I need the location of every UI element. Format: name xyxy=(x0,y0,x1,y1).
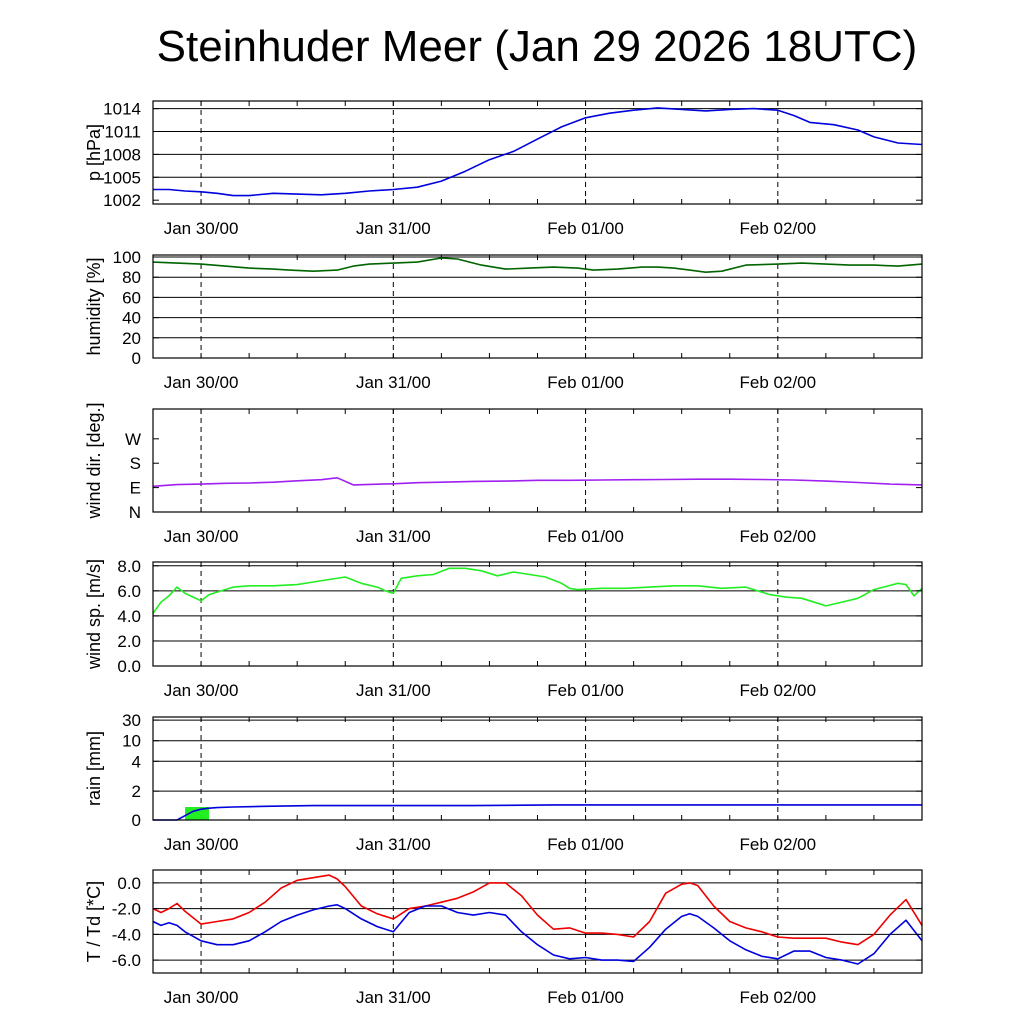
x-tick-label: Feb 01/00 xyxy=(547,835,624,854)
y-tick-label: 1005 xyxy=(103,168,141,187)
x-tick-label: Jan 30/00 xyxy=(164,219,239,238)
panel-wind_speed: 0.0 2.0 4.0 6.0 8.0 Jan 30/00 Jan 31/00 Feb 01/… xyxy=(84,557,923,700)
y-axis-label: wind sp. [m/s] xyxy=(84,559,104,670)
plot-frame xyxy=(152,869,923,974)
y-tick-label: 0 xyxy=(132,349,141,368)
x-tick-label: Feb 02/00 xyxy=(740,835,817,854)
y-tick-label: 0.0 xyxy=(117,657,141,676)
x-tick-label: Jan 30/00 xyxy=(164,835,239,854)
series-line-wind-speed xyxy=(152,567,923,614)
x-tick-label: Feb 02/00 xyxy=(740,219,817,238)
y-tick-label: 4.0 xyxy=(117,607,141,626)
y-axis-label: wind dir. [deg.] xyxy=(84,402,104,519)
plot-frame xyxy=(152,254,923,359)
y-tick-label: 40 xyxy=(122,309,141,328)
x-tick-label: Feb 01/00 xyxy=(547,373,624,392)
y-tick-label: -2.0 xyxy=(112,900,141,919)
x-tick-label: Feb 01/00 xyxy=(547,527,624,546)
series-line-accumulated-precipitation xyxy=(153,804,922,821)
x-tick-label: Jan 31/00 xyxy=(356,988,431,1007)
rain-bar xyxy=(193,807,202,820)
series-line-humidity xyxy=(152,257,923,273)
y-tick-label: 2 xyxy=(132,782,141,801)
series-line-p xyxy=(153,107,923,197)
y-tick-label: 10 xyxy=(122,732,141,751)
x-tick-label: Jan 30/00 xyxy=(164,373,239,392)
x-tick-label: Feb 02/00 xyxy=(740,373,817,392)
y-tick-label: 0.0 xyxy=(117,874,141,893)
panel-temperature: -6.0 -4.0 -2.0 0.0 Jan 30/00 Jan 31/00 Feb 01/… xyxy=(84,869,923,1007)
y-tick-label: 20 xyxy=(122,329,141,348)
y-axis-label: rain [mm] xyxy=(84,731,104,806)
x-tick-label: Jan 31/00 xyxy=(356,835,431,854)
y-tick-label: N xyxy=(129,503,141,522)
y-tick-label: 1008 xyxy=(103,145,141,164)
y-tick-label: 1011 xyxy=(104,123,141,142)
x-tick-label: Feb 02/00 xyxy=(740,527,817,546)
plot-frame xyxy=(152,561,923,667)
y-tick-label: 80 xyxy=(122,268,141,287)
y-tick-label: -4.0 xyxy=(112,925,141,944)
y-tick-label: 2.0 xyxy=(117,632,141,651)
y-tick-label: S xyxy=(130,454,141,473)
y-tick-label: -6.0 xyxy=(112,951,141,970)
x-tick-label: Feb 01/00 xyxy=(547,988,624,1007)
x-tick-label: Jan 30/00 xyxy=(164,681,239,700)
panel-pressure: 1002 1005 1008 1011 1014 Jan 30/00 Jan 31/00 Fe… xyxy=(84,100,923,238)
plot-frame xyxy=(152,716,923,821)
y-tick-label: 0 xyxy=(132,811,141,830)
x-tick-label: Feb 01/00 xyxy=(547,681,624,700)
y-tick-label: 100 xyxy=(113,248,141,267)
y-tick-label: 8.0 xyxy=(117,557,141,576)
y-tick-label: 6.0 xyxy=(117,582,141,601)
y-tick-label: 4 xyxy=(132,752,141,771)
plot-frame xyxy=(152,408,923,513)
series-line-t xyxy=(152,874,923,946)
y-axis-label: p [hPa] xyxy=(84,124,104,181)
x-tick-label: Jan 30/00 xyxy=(164,988,239,1007)
x-tick-label: Feb 01/00 xyxy=(547,219,624,238)
y-tick-label: 60 xyxy=(122,288,141,307)
x-tick-label: Jan 30/00 xyxy=(164,527,239,546)
x-tick-label: Feb 02/00 xyxy=(740,681,817,700)
x-tick-label: Jan 31/00 xyxy=(356,681,431,700)
chart-title: Steinhuder Meer (Jan 29 2026 18UTC) xyxy=(156,22,918,71)
y-axis-label: humidity [%] xyxy=(84,257,104,355)
x-tick-label: Feb 02/00 xyxy=(740,988,817,1007)
y-tick-label: 1014 xyxy=(103,100,141,119)
y-tick-label: 30 xyxy=(122,711,141,730)
panel-rain: 0 2 410 30 Jan 30/00 Jan 31/00 Feb 01/00 Feb 02… xyxy=(84,711,923,854)
y-tick-label: W xyxy=(125,430,141,449)
plot-frame xyxy=(152,100,923,205)
x-tick-label: Jan 31/00 xyxy=(356,527,431,546)
series-line-wind-direction xyxy=(152,477,923,488)
y-tick-label: 1002 xyxy=(103,191,141,210)
x-tick-label: Jan 31/00 xyxy=(356,219,431,238)
y-axis-label: T / Td [*C] xyxy=(84,881,104,962)
x-tick-label: Jan 31/00 xyxy=(356,373,431,392)
y-tick-label: E xyxy=(130,479,141,498)
rain-bar xyxy=(201,807,210,820)
series-line-td xyxy=(152,904,923,965)
